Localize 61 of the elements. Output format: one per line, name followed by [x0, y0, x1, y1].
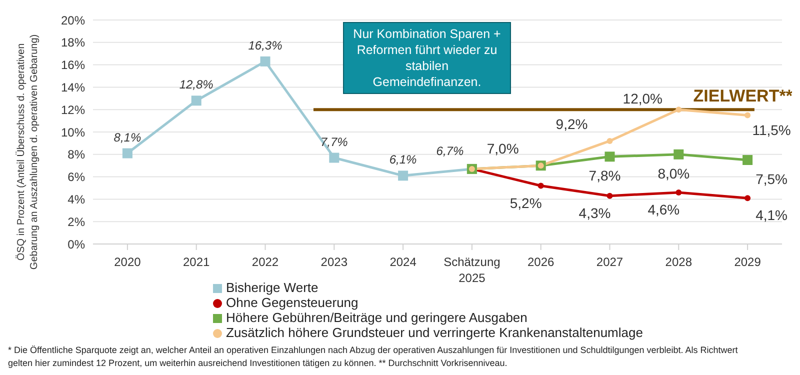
point — [398, 170, 408, 181]
data-label: 6,1% — [389, 152, 418, 167]
x-tick-label: 2024 — [390, 255, 417, 269]
x-tick-label: 2022 — [252, 255, 279, 269]
point — [606, 138, 613, 144]
data-label: 7,0% — [486, 140, 519, 157]
y-axis-title: ÖSQ in Prozent (Anteil Überschuss d. operativen Gebarung an Auszahlungen d. operativen Gebarung) — [15, 34, 40, 270]
point — [676, 106, 682, 113]
legend-label: Bisherige Werte — [226, 280, 318, 295]
point — [260, 56, 270, 66]
data-label: 7,5% — [756, 171, 788, 187]
y-tick-label: 6% — [68, 170, 86, 184]
point — [329, 152, 340, 163]
x-tick-label: 2021 — [183, 255, 210, 269]
point — [742, 155, 753, 165]
data-label: 4,1% — [756, 207, 788, 224]
data-label: 9,2% — [556, 116, 588, 132]
data-label: 7,7% — [320, 134, 348, 149]
y-tick-label: 0% — [68, 237, 86, 252]
point — [676, 189, 682, 196]
text: * Die Öffentliche Sparquote zeigt an, welcher Anteil an operativen Einzahlungen nach Abzug der operativen Auszahlungen für Investitionen und Schuldtilgungen verbleibt. Als Richtwert gelten hier zumindest 12 Prozent, um weiterhin ausreichend Investitionen tätigen zu können. ** Durchschnitt Vorkrisenniveau. — [8, 344, 738, 370]
y-tick-label: 16% — [60, 58, 86, 72]
point — [674, 149, 684, 160]
data-label: 8,0% — [658, 165, 690, 182]
x-tick-label: 2027 — [596, 255, 624, 269]
data-label: 4,3% — [578, 204, 611, 221]
data-label: 4,6% — [648, 201, 680, 218]
ref-line-label: ZIELWERT** — [693, 86, 793, 106]
legend-label: Zusätzlich höhere Grundsteuer und verringerte Krankenanstaltenumlage — [226, 325, 643, 340]
legend-label: Höhere Gebühren/Beiträge und geringere Ausgaben — [226, 310, 528, 325]
data-label: 12,8% — [179, 78, 214, 92]
data-label: 16,3% — [248, 38, 283, 52]
point — [191, 96, 202, 106]
data-label: 11,5% — [752, 122, 791, 138]
data-label: 8,1% — [114, 130, 142, 144]
data-label: 6,7% — [436, 144, 464, 158]
point — [538, 182, 544, 189]
y-tick-label: 18% — [60, 36, 86, 50]
data-label: 7,8% — [588, 168, 621, 184]
annotation: Nur Kombination Sparen + Reformen führt wieder zu stabilen Gemeindefinanzen. — [343, 22, 511, 94]
point — [604, 152, 615, 162]
x-tick-label: 2020 — [114, 255, 142, 269]
x-tick-label: 2023 — [320, 255, 348, 269]
legend-label: Ohne Gegensteuerung — [226, 295, 358, 310]
y-tick-label: 8% — [68, 148, 86, 162]
y-tick-label: 2% — [68, 214, 86, 229]
y-tick-label: 20% — [60, 13, 86, 28]
data-label: 12,0% — [622, 90, 662, 107]
x-tick-label: 2028 — [665, 255, 692, 269]
point — [744, 112, 751, 118]
y-tick-label: 4% — [68, 192, 86, 206]
x-tick-label: 2029 — [734, 255, 762, 269]
y-tick-label: 10% — [60, 125, 86, 140]
point — [606, 192, 613, 199]
x-tick-label: 2026 — [528, 255, 555, 269]
x-tick-label: Schätzung 2025 — [444, 255, 500, 285]
y-tick-label: 12% — [60, 102, 86, 117]
point — [122, 148, 132, 158]
y-tick-label: 14% — [60, 80, 86, 94]
data-label: 5,2% — [510, 194, 542, 211]
point — [744, 195, 751, 202]
